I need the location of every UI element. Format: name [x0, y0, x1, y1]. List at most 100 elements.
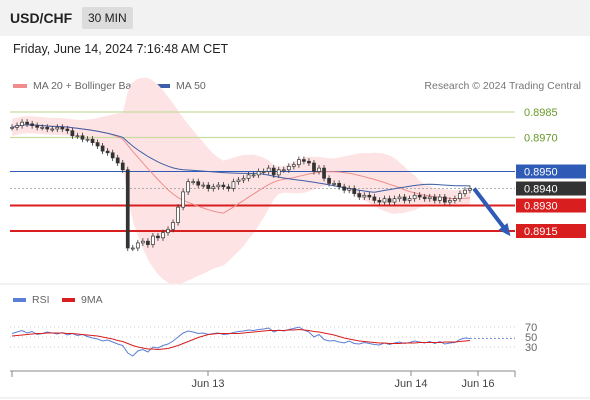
- candle-body: [161, 232, 165, 239]
- candle: [65, 125, 70, 134]
- candle-body: [427, 196, 432, 200]
- rsi-label: RSI: [32, 294, 50, 306]
- candle-body: [448, 200, 452, 203]
- ma50-label: MA 50: [176, 80, 206, 92]
- candle-body: [322, 167, 326, 179]
- candle-body: [312, 162, 316, 172]
- candle-body: [236, 179, 241, 183]
- candle-body: [412, 194, 417, 200]
- candle: [10, 124, 14, 131]
- candle: [176, 204, 180, 226]
- candle-body: [156, 235, 160, 239]
- candle-body: [25, 121, 29, 125]
- candle-body: [256, 171, 261, 176]
- candle: [181, 188, 185, 211]
- bollinger-band: [12, 77, 470, 285]
- candle-body: [55, 126, 60, 130]
- candle-body: [281, 169, 286, 172]
- candle-body: [382, 198, 387, 203]
- candle-body: [271, 167, 276, 176]
- legend-9ma: 9MA: [62, 294, 103, 306]
- candle: [25, 119, 29, 127]
- candle: [327, 175, 331, 187]
- candle: [20, 119, 24, 129]
- candle-body: [286, 166, 291, 171]
- candle-body: [95, 142, 100, 147]
- candle-body: [362, 194, 367, 198]
- candle: [201, 182, 206, 189]
- top-bar: USD/CHF 30 MIN: [0, 0, 590, 36]
- candle-body: [377, 200, 382, 203]
- candle: [352, 185, 357, 197]
- candle-body: [317, 167, 321, 172]
- candle-body: [191, 181, 196, 184]
- candle: [95, 139, 100, 150]
- candle-body: [417, 194, 422, 198]
- candle-body: [15, 125, 19, 128]
- forecast-arrow-shaft: [472, 187, 510, 235]
- candle-body: [468, 188, 472, 191]
- candle: [468, 185, 472, 194]
- candle: [261, 168, 266, 175]
- candle-body: [176, 206, 180, 223]
- candle-body: [246, 174, 251, 179]
- candle-body: [151, 235, 155, 245]
- candle-body: [10, 126, 14, 129]
- 9ma-swatch: [62, 298, 75, 302]
- candle: [322, 165, 326, 182]
- candle: [125, 166, 130, 252]
- interval-button[interactable]: 30 MIN: [82, 7, 133, 29]
- candle: [211, 183, 216, 192]
- candle: [297, 156, 301, 168]
- candle-body: [337, 183, 342, 188]
- candle-body: [130, 247, 135, 250]
- rsi-tick-50: 50: [525, 332, 537, 344]
- candle-body: [35, 125, 40, 128]
- candle: [437, 193, 442, 204]
- candle: [312, 159, 316, 175]
- candle-body: [342, 186, 347, 191]
- candle: [402, 193, 407, 204]
- candle-body: [392, 198, 397, 203]
- ma20-label: MA 20 + Bollinger Bands: [33, 80, 149, 92]
- candle: [302, 156, 306, 165]
- candle-body: [276, 169, 281, 176]
- pivot-tag: [516, 164, 586, 179]
- candle: [226, 183, 231, 192]
- candle-body: [201, 184, 206, 187]
- candle-body: [60, 126, 65, 130]
- candle-body: [422, 196, 427, 200]
- rsi-tick-30: 30: [525, 342, 537, 354]
- candle: [191, 178, 196, 185]
- candle-body: [216, 184, 221, 188]
- candle-body: [30, 123, 34, 126]
- candle-body: [90, 138, 95, 143]
- legend-ma50: MA 50: [156, 80, 206, 92]
- candle-body: [50, 128, 55, 131]
- candle: [161, 229, 165, 241]
- candle: [80, 132, 85, 143]
- candle-body: [458, 193, 462, 200]
- candle-body: [387, 198, 392, 203]
- chart-datetime: Friday, June 14, 2024 7:16:48 AM CET: [13, 42, 229, 56]
- candle: [221, 182, 226, 190]
- candle-body: [211, 186, 216, 189]
- candle-body: [125, 169, 130, 249]
- candle: [448, 197, 452, 206]
- ma20-swatch: [13, 84, 27, 88]
- candle: [392, 195, 397, 206]
- candle-body: [251, 174, 256, 177]
- candle: [442, 193, 447, 206]
- candle: [427, 193, 432, 202]
- time-label: Jun 14: [394, 378, 427, 390]
- candle-body: [135, 242, 140, 249]
- candle: [60, 124, 65, 133]
- time-label: Jun 16: [461, 378, 494, 390]
- candle-body: [291, 164, 296, 167]
- candle: [266, 165, 271, 175]
- candle-body: [327, 177, 331, 184]
- candle: [251, 171, 256, 178]
- candle-body: [332, 183, 336, 185]
- candle-body: [372, 196, 377, 201]
- candle-body: [397, 196, 402, 200]
